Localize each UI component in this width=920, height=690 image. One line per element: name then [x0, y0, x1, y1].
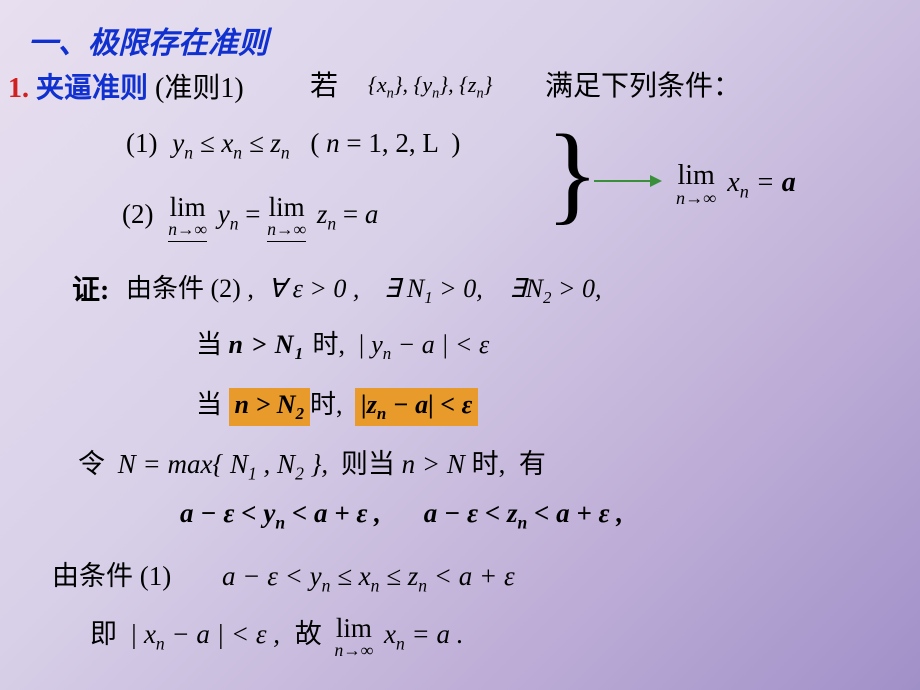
cond2-eq1: =	[245, 199, 267, 229]
cond1: (1) yn ≤ xn ≤ zn ( n = 1, 2, L )	[126, 128, 460, 163]
proof-l1: 由条件 (2) , ∀ ε > 0 , ∃ N1 > 0, ∃N2 > 0,	[126, 268, 601, 308]
h2-title: 夹逼准则	[36, 73, 148, 104]
proof-l5a: a − ε < yn < a + ε ,	[180, 498, 388, 528]
proof-l4c: 则当 n > N 时, 有	[341, 449, 546, 479]
intro-cond: 满足下列条件：	[545, 64, 741, 104]
proof-l4b: N = max{ N1 , N2 },	[118, 449, 335, 479]
result-rest: xn = a	[727, 167, 795, 198]
proof-l2: 当 n > N1 时, | yn − a | < ε	[196, 324, 489, 364]
cond1-label: (1)	[126, 128, 157, 158]
proof-l4a: 令	[78, 449, 105, 479]
proof-l7b: | xn − a | < ε ,	[130, 619, 287, 649]
section-heading: 一、极限存在准则	[28, 18, 268, 62]
proof-l3b: n > N2	[235, 390, 305, 419]
proof-l2d: | yn − a | < ε	[358, 330, 490, 359]
h1-text: 一、极限存在准则	[28, 27, 268, 60]
proof-l7c: 故	[295, 619, 322, 649]
h2-num: 1.	[8, 73, 29, 104]
result: lim n→∞ xn = a	[676, 160, 796, 209]
proof-l3d: |zn − a| < ε	[361, 390, 472, 419]
intro-ruo: 若	[310, 71, 338, 102]
intro-seq: {xn}, {yn}, {zn}	[368, 72, 492, 102]
intro-line: 若	[310, 64, 338, 104]
proof-l3: 当 n > N2 时, |zn − a| < ε	[196, 384, 478, 426]
proof-l2a: 当	[196, 330, 222, 359]
cond2-z: zn	[317, 199, 336, 229]
proof-l1d: ∃N2 > 0,	[509, 274, 601, 303]
proof-label: 证:	[72, 268, 109, 308]
proof-l7d: lim n→∞	[334, 613, 373, 661]
proof-l3c: 时,	[310, 390, 343, 419]
cond2-y: yn	[218, 199, 239, 229]
cond1-math: yn ≤ xn ≤ zn	[172, 128, 296, 158]
proof-l2c: 时,	[313, 330, 346, 359]
implies-arrow	[594, 172, 664, 190]
cond1-range: ( n = 1, 2, L )	[310, 128, 460, 158]
cond2-label: (2)	[122, 199, 153, 229]
right-brace: }	[546, 118, 599, 228]
proof-l7a: 即	[90, 619, 117, 649]
cond2-lim2: lim n→∞	[267, 192, 306, 242]
proof-l1b: ∀ ε > 0 ,	[268, 274, 359, 303]
proof-l1a: 由条件 (2) ,	[126, 274, 254, 303]
proof-l3a: 当	[196, 390, 222, 419]
cond2-eq2: = a	[343, 199, 378, 229]
proof-l5: a − ε < yn < a + ε , a − ε < zn < a + ε …	[180, 498, 623, 533]
proof-l3b-box: n > N2	[229, 388, 311, 426]
proof-l5b: a − ε < zn < a + ε ,	[424, 498, 623, 528]
proof-l7e: xn = a .	[384, 619, 463, 649]
h2-paren: (准则1)	[155, 73, 244, 104]
proof-l7: 即 | xn − a | < ε , 故 lim n→∞ xn = a .	[90, 612, 464, 661]
cond2-lim1: lim n→∞	[168, 192, 207, 242]
proof-l3d-box: |zn − a| < ε	[355, 388, 478, 426]
proof-l4: 令 N = max{ N1 , N2 }, 则当 n > N 时, 有	[78, 442, 546, 484]
proof-l2b: n > N1	[229, 330, 305, 359]
proof-l6b: a − ε < yn ≤ xn ≤ zn < a + ε	[222, 561, 515, 591]
result-lim: lim n→∞	[676, 160, 716, 209]
proof-l6: 由条件 (1) a − ε < yn ≤ xn ≤ zn < a + ε	[52, 554, 515, 596]
proof-l6a: 由条件 (1)	[52, 561, 171, 591]
cond2: (2) lim n→∞ yn = lim n→∞ zn = a	[122, 192, 378, 242]
subsection-heading: 1. 夹逼准则 (准则1)	[8, 66, 244, 106]
proof-l1c: ∃ N1 > 0,	[384, 274, 483, 303]
